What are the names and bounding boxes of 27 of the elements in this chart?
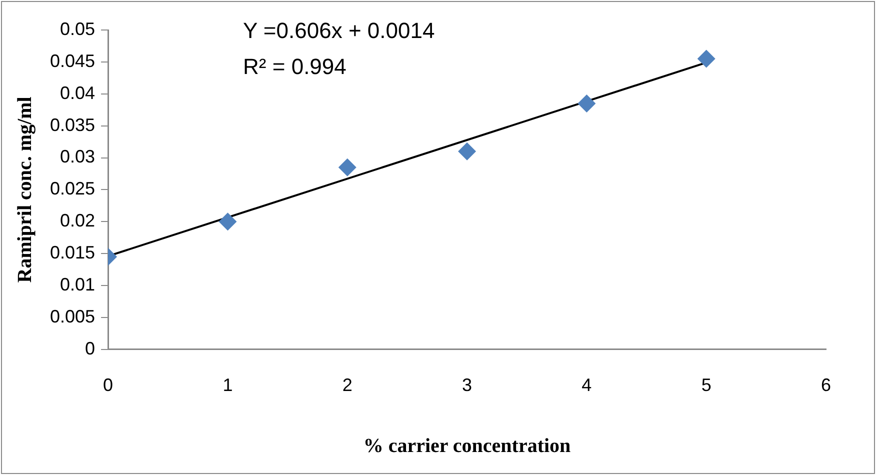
point [697,50,716,68]
y-tick-label: 0.045 [50,50,96,71]
x-tick-label: 3 [462,375,472,396]
y-axis-title: Ramipril conc. mg/ml [14,96,36,283]
point [458,142,476,160]
x-tick-label: 1 [222,375,233,396]
point [578,94,596,112]
annotation: Y =0.606x + 0.0014 [243,18,435,44]
y-tick-label: 0.03 [60,146,96,167]
annotation: R² = 0.994 [243,54,346,80]
x-tick-label: 4 [582,375,592,396]
x-tick-label: 2 [342,375,352,396]
y-tick-label: 0.015 [50,242,96,263]
y-tick-label: 0.05 [60,18,96,39]
y-tick-label: 0.01 [60,274,96,294]
y-tick-label: 0 [85,338,96,358]
y-tick-label: 0.04 [60,82,96,103]
y-tick-label: 0.02 [60,210,96,231]
y-tick-label: 0.005 [50,306,96,326]
x-tick-label: 6 [820,375,832,396]
point [218,212,237,231]
y-tick-label: 0.035 [50,114,96,135]
point [338,158,356,176]
x-axis-title: % carrier concentration [363,435,571,458]
x-tick-label: 5 [701,375,712,396]
x-tick-label: 0 [103,375,114,396]
y-tick-label: 0.025 [50,178,96,199]
